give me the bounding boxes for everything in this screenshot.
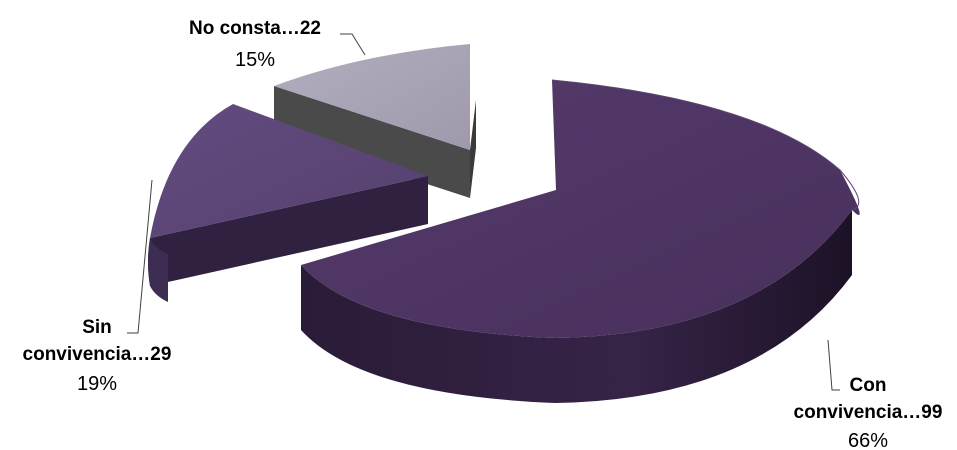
slice-con-convivencia	[301, 79, 860, 403]
slice-con-convivencia-top-edge	[551, 79, 860, 211]
label-no-consta-percent: 15%	[235, 49, 275, 71]
label-con-convivencia-name-2: convivencia…99	[794, 402, 943, 423]
slice-sin-convivencia-side	[148, 176, 428, 286]
slice-no-consta	[274, 44, 476, 198]
slice-sin-convivencia	[148, 104, 428, 302]
slice-sin-convivencia-top	[150, 104, 428, 238]
label-sin-convivencia-percent: 19%	[77, 373, 117, 395]
slice-con-convivencia-top	[301, 80, 860, 338]
label-con-convivencia-name-1: Con	[850, 375, 887, 396]
slice-no-consta-side-left	[274, 86, 470, 198]
slice-con-convivencia-side	[301, 210, 852, 403]
leader-no-consta	[340, 33, 366, 56]
slice-no-consta-top	[274, 44, 470, 150]
slice-sin-convivencia-rim	[148, 238, 168, 302]
leader-con-convivencia	[827, 339, 840, 391]
leader-sin-convivencia	[127, 179, 153, 334]
label-sin-convivencia-name-1: Sin	[82, 317, 112, 338]
label-con-convivencia: Con convivencia…99 66%	[794, 339, 943, 450]
label-con-convivencia-percent: 66%	[848, 430, 888, 450]
label-no-consta-name: No consta…22	[189, 18, 321, 39]
label-sin-convivencia-name-2: convivencia…29	[23, 344, 172, 365]
slice-no-consta-side-right	[470, 44, 476, 198]
label-sin-convivencia: Sin convivencia…29 19%	[23, 179, 172, 395]
label-no-consta: No consta…22 15%	[189, 18, 366, 71]
